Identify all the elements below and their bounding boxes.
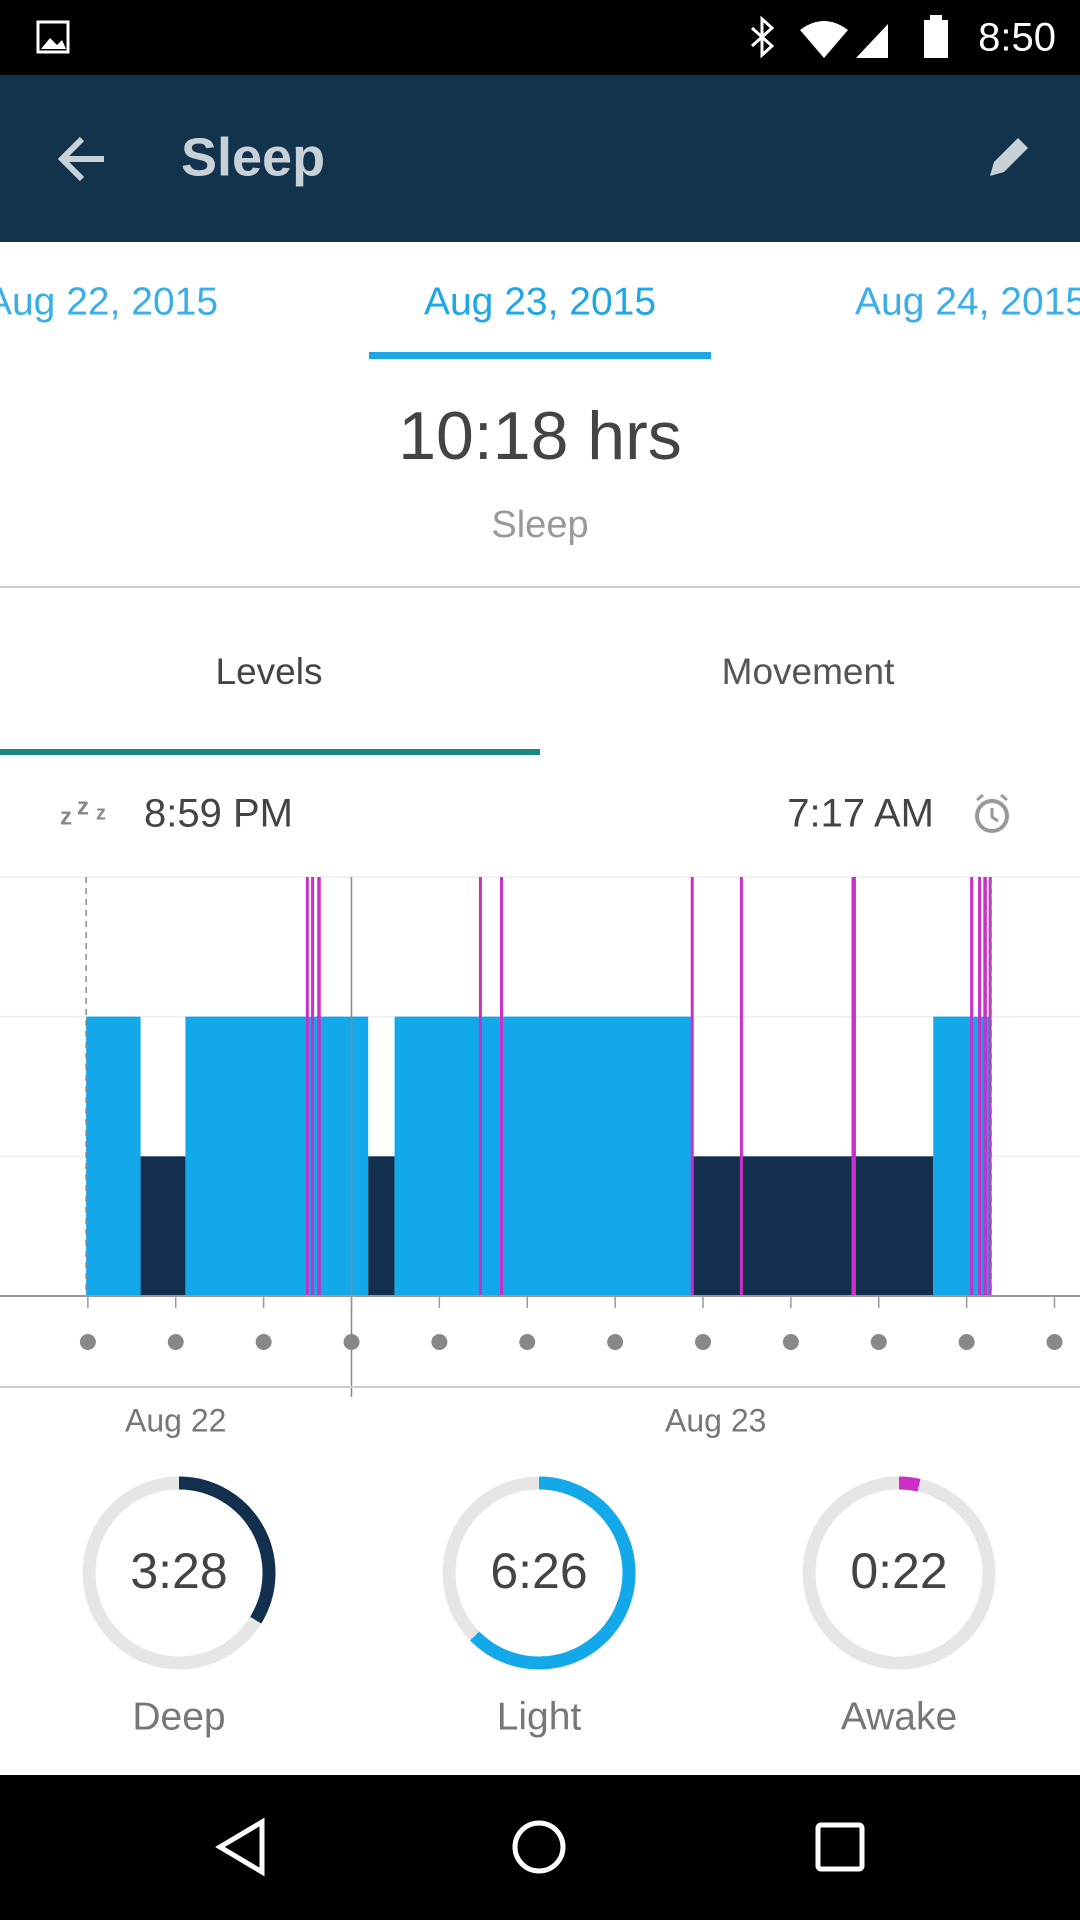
sleep-icon: z bbox=[96, 802, 106, 824]
sleep-stage bbox=[983, 877, 987, 1296]
sleep-stage bbox=[86, 1016, 141, 1296]
sleep-stage bbox=[311, 877, 315, 1296]
ring-arc bbox=[178, 1476, 276, 1624]
x-tick-dot bbox=[79, 1334, 96, 1350]
alarm-icon-hands bbox=[976, 793, 1008, 823]
nav-recents[interactable] bbox=[815, 1822, 865, 1872]
signal-icon bbox=[856, 24, 888, 58]
sleep-stage bbox=[970, 877, 974, 1296]
summary-value: 10:18 hrs bbox=[398, 398, 682, 474]
sleep-stage bbox=[690, 877, 694, 1296]
app-bar bbox=[0, 75, 1080, 242]
sleep-stage bbox=[851, 877, 856, 1296]
tab-levels[interactable]: Levels bbox=[216, 651, 323, 692]
ring-label: Deep bbox=[132, 1695, 225, 1738]
sleep-stage bbox=[691, 1156, 934, 1296]
back-button[interactable] bbox=[57, 136, 104, 182]
status-time: 8:50 bbox=[978, 16, 1056, 60]
status-bar bbox=[0, 0, 1080, 75]
edit-button[interactable] bbox=[990, 138, 1028, 176]
image-icon-glyph bbox=[41, 38, 66, 49]
nav-bar bbox=[0, 1775, 1080, 1920]
sleep-stage bbox=[368, 1156, 395, 1296]
ring-value: 6:26 bbox=[490, 1543, 587, 1599]
image-icon bbox=[36, 20, 70, 54]
ring-label: Light bbox=[497, 1695, 582, 1738]
day-label: Aug 22 bbox=[125, 1402, 226, 1438]
x-tick-dot bbox=[695, 1334, 712, 1350]
wifi-icon bbox=[800, 21, 848, 58]
sleep-stage bbox=[988, 877, 992, 1296]
sleep-stage bbox=[739, 877, 743, 1296]
tab-indicator bbox=[0, 749, 540, 755]
ring-arc bbox=[470, 1476, 636, 1670]
sleep-icon: z bbox=[77, 793, 89, 820]
sleep-stage bbox=[933, 1016, 992, 1296]
app-title: Sleep bbox=[181, 127, 325, 187]
tab-movement[interactable]: Movement bbox=[722, 651, 895, 692]
nav-back[interactable] bbox=[215, 1817, 265, 1877]
chart: Aug 22 Aug 23 bbox=[0, 876, 1080, 1438]
ring-value: 3:28 bbox=[130, 1543, 227, 1599]
sleep-stage bbox=[185, 1016, 369, 1296]
alarm-icon bbox=[975, 799, 1009, 833]
summary-label: Sleep bbox=[491, 504, 588, 546]
ring-label: Awake bbox=[841, 1695, 957, 1738]
sleep-stage bbox=[394, 1016, 692, 1296]
x-tick-dot bbox=[431, 1334, 448, 1350]
rings: 3:28 Deep 6:26 Light 0:22 Awake bbox=[82, 1476, 996, 1738]
x-tick-dot bbox=[958, 1334, 975, 1350]
sleep-icon: z bbox=[60, 803, 72, 830]
x-tick-dot bbox=[870, 1334, 887, 1350]
ring-value: 0:22 bbox=[850, 1543, 947, 1599]
sleep-stage bbox=[978, 877, 982, 1296]
battery-icon bbox=[924, 20, 948, 58]
sleep-stage bbox=[140, 1156, 186, 1296]
x-tick-dot bbox=[782, 1334, 799, 1350]
x-tick-dot bbox=[343, 1334, 360, 1350]
date-tab[interactable]: Aug 22, 2015 bbox=[0, 280, 218, 323]
nav-home[interactable] bbox=[512, 1820, 566, 1874]
sleep-start: 8:59 PM bbox=[144, 792, 293, 836]
x-tick-dot bbox=[255, 1334, 272, 1350]
x-tick-dot bbox=[167, 1334, 184, 1350]
sleep-stage bbox=[317, 877, 321, 1296]
day-label: Aug 23 bbox=[665, 1402, 766, 1438]
date-tab-indicator bbox=[369, 352, 711, 359]
ring-arc bbox=[898, 1476, 921, 1492]
sleep-stage bbox=[478, 877, 482, 1296]
date-tab-selected[interactable]: Aug 23, 2015 bbox=[424, 280, 656, 323]
sleep-stage bbox=[500, 877, 504, 1296]
sleep-end: 7:17 AM bbox=[787, 792, 934, 836]
date-tab[interactable]: Aug 24, 2015 bbox=[855, 280, 1080, 323]
x-tick-dot bbox=[607, 1334, 624, 1350]
battery-cap bbox=[930, 15, 942, 21]
x-tick-dot bbox=[1046, 1334, 1063, 1350]
sleep-stage bbox=[305, 877, 309, 1296]
x-tick-dot bbox=[519, 1334, 536, 1350]
bluetooth-icon bbox=[750, 15, 775, 59]
